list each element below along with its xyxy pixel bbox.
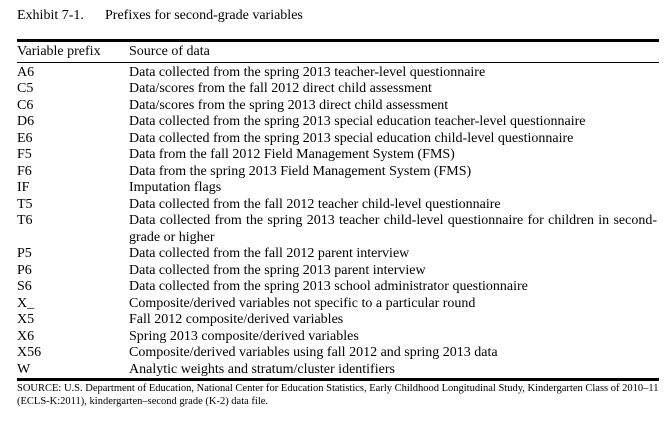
variable-prefix-cell: P6 <box>17 262 32 278</box>
table-row: P5 Data collected from the fall 2012 pare… <box>17 246 659 263</box>
table-row: A6 Data collected from the spring 2013 te… <box>17 63 659 82</box>
source-of-data-cell: Data collected from the spring 2013 spec… <box>129 114 586 129</box>
variable-prefix-cell: X5 <box>17 312 35 327</box>
variable-prefix-cell: D6 <box>17 114 35 129</box>
table-row: X_ Composite/derived variables not specif… <box>17 296 659 313</box>
source-of-data-cell: Data collected from the spring 2013 pare… <box>129 262 426 278</box>
variable-prefix-cell: T6 <box>17 213 33 228</box>
variable-prefix-cell: X_ <box>17 295 35 311</box>
variable-prefix-cell: F5 <box>17 147 32 162</box>
source-note: SOURCE: U.S. Department of Education, Na… <box>17 383 659 407</box>
variable-prefix-cell: S6 <box>17 279 32 294</box>
source-of-data-cell: Data collected from the spring 2013 scho… <box>129 279 528 294</box>
source-of-data-cell: Data from the fall 2012 Field Management… <box>129 147 455 162</box>
source-of-data-cell: Data collected from the spring 2013 spec… <box>129 130 574 146</box>
source-of-data-cell: Data collected from the fall 2012 teache… <box>129 196 501 212</box>
variable-prefix-cell: W <box>17 361 31 377</box>
source-of-data-cell: Composite/derived variables not specific… <box>129 295 476 311</box>
exhibit-number: Exhibit 7-1. <box>17 8 84 23</box>
table-body: A6 Data collected from the spring 2013 te… <box>17 63 659 379</box>
variable-prefix-cell: X6 <box>17 328 35 344</box>
variable-prefix-cell: F6 <box>17 163 32 179</box>
variable-prefix-cell: C6 <box>17 97 34 113</box>
variable-prefix-cell: T5 <box>17 196 33 212</box>
exhibit-title: Exhibit 7-1. Prefixes for second-grade va… <box>17 7 659 24</box>
source-of-data-cell: Analytic weights and stratum/cluster ide… <box>129 361 395 377</box>
table-row: X6 Spring 2013 composite/derived variable… <box>17 329 659 346</box>
source-of-data-cell: Data collected from the spring 2013 teac… <box>129 64 486 80</box>
source-of-data-cell: Spring 2013 composite/derived variables <box>129 328 359 344</box>
column-header-source: Source of data <box>129 44 210 59</box>
prefix-table: Variable prefix Source of data A6 Data co… <box>17 42 659 378</box>
header-rule <box>17 61 659 63</box>
table-row: E6 Data collected from the spring 2013 sp… <box>17 131 659 148</box>
table-row: C6 Data/scores from the spring 2013 direc… <box>17 98 659 115</box>
variable-prefix-cell: C5 <box>17 81 34 96</box>
table-top-rule <box>17 39 659 42</box>
source-of-data-cell: Fall 2012 composite/derived variables <box>129 312 344 327</box>
variable-prefix-cell: P5 <box>17 246 32 261</box>
column-header-prefix: Variable prefix <box>17 44 101 59</box>
table-row: X56 Composite/derived variables using fal… <box>17 345 659 362</box>
table-row: S6 Data collected from the spring 2013 sc… <box>17 279 659 296</box>
table-row: X5 Fall 2012 composite/derived variables <box>17 312 659 329</box>
table-row: W Analytic weights and stratum/cluster id… <box>17 362 659 379</box>
source-of-data-cell: Data collected from the fall 2012 parent… <box>129 246 410 261</box>
table-row: P6 Data collected from the spring 2013 pa… <box>17 263 659 280</box>
variable-prefix-cell: A6 <box>17 64 35 80</box>
source-of-data-cell: Data/scores from the fall 2012 direct ch… <box>129 81 432 96</box>
table-bottom-rule <box>17 378 659 381</box>
table-row: F5 Data from the fall 2012 Field Manageme… <box>17 147 659 164</box>
source-of-data-cell: Data from the spring 2013 Field Manageme… <box>129 163 472 179</box>
table-row: F6 Data from the spring 2013 Field Manage… <box>17 164 659 181</box>
exhibit-caption: Prefixes for second-grade variables <box>105 8 303 23</box>
table-row: IF Imputation flags <box>17 180 659 197</box>
variable-prefix-cell: IF <box>17 180 30 195</box>
source-of-data-cell: Data collected from the spring 2013 teac… <box>129 213 657 245</box>
table-row: C5 Data/scores from the fall 2012 direct … <box>17 81 659 98</box>
table-row: T6 Data collected from the spring 2013 te… <box>17 213 659 246</box>
table-row: T5 Data collected from the fall 2012 teac… <box>17 197 659 214</box>
variable-prefix-cell: X56 <box>17 345 42 360</box>
table-row: D6 Data collected from the spring 2013 sp… <box>17 114 659 131</box>
source-of-data-cell: Data/scores from the spring 2013 direct … <box>129 97 449 113</box>
variable-prefix-cell: E6 <box>17 130 33 146</box>
source-of-data-cell: Imputation flags <box>129 180 222 195</box>
table-header-row: Variable prefix Source of data <box>17 42 659 62</box>
source-of-data-cell: Composite/derived variables using fall 2… <box>129 345 498 360</box>
